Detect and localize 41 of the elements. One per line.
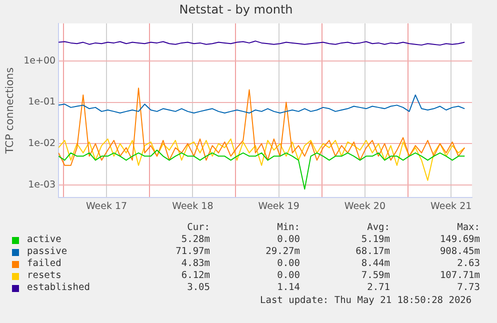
text: 29.27m [264,246,300,258]
text: 6.12m [180,270,210,282]
y-tick-label: 1e-01 [28,96,56,108]
legend-label: established [27,282,90,294]
text: Max: [456,222,480,234]
text: 7.59m [360,270,390,282]
text: 0.00 [276,234,300,246]
y-tick-label: 1e-02 [28,138,56,150]
text: 4.83m [180,258,210,270]
legend-label: active [27,234,62,246]
y-axis-title: TCP connections [4,67,16,155]
text: 149.69m [438,234,480,246]
text: 908.45m [438,246,480,258]
x-tick-label: Week 17 [86,200,128,212]
text: Last update: Thu May 21 18:50:28 2026 [260,295,472,306]
text: 5.19m [360,234,390,246]
text: 0.00 [276,270,300,282]
text: 68.17m [354,246,390,258]
legend-label: failed [27,258,62,270]
chart-title: Netstat - by month [179,2,293,16]
legend-label: passive [27,246,68,258]
y-tick-label: 1e-03 [28,180,56,191]
legend-label: resets [27,270,62,282]
text: 71.97m [174,246,210,258]
text: 107.71m [438,270,480,282]
y-tick-label: 1e+00 [24,55,56,66]
text: 8.44m [360,258,390,270]
text: 5.28m [180,234,210,246]
text: Min: [276,222,300,234]
text: 2.63 [456,258,480,270]
x-tick-label: Week 18 [172,200,214,212]
text: 0.00 [276,258,300,270]
text: Avg: [366,222,390,234]
x-tick-label: Week 20 [344,200,386,212]
x-tick-label: Week 21 [430,200,472,212]
x-tick-label: Week 19 [258,200,300,212]
text: 2.71 [366,282,390,294]
text: 1.14 [276,282,300,294]
text: 7.73 [456,282,480,294]
text: 3.05 [186,282,210,294]
text: Cur: [186,222,210,234]
